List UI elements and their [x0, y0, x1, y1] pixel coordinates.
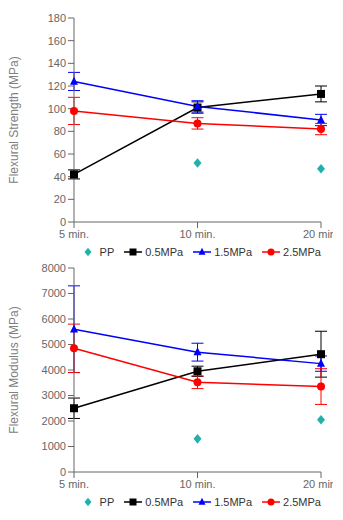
html-text:0.5MPa: 0.5MPa — [145, 496, 184, 508]
svg-text:20: 20 — [54, 193, 66, 205]
html-text:1.5MPa: 1.5MPa — [214, 496, 253, 508]
svg-text:7000: 7000 — [42, 287, 66, 299]
svg-text:100: 100 — [48, 103, 66, 115]
svg-text:4000: 4000 — [42, 364, 66, 376]
svg-text:140: 140 — [48, 57, 66, 69]
html-text:PP: PP — [99, 246, 115, 258]
svg-text:5 min.: 5 min. — [59, 478, 89, 490]
svg-text:180: 180 — [48, 12, 66, 24]
svg-text:60: 60 — [54, 148, 66, 160]
svg-text:Flexural Strength (MPa): Flexural Strength (MPa) — [8, 56, 21, 183]
svg-text:2000: 2000 — [42, 415, 66, 427]
svg-text:0: 0 — [60, 216, 66, 228]
html-text:PP: PP — [99, 496, 115, 508]
svg-text:0: 0 — [60, 466, 66, 478]
svg-text:Flexural Modulus (MPa): Flexural Modulus (MPa) — [8, 306, 21, 433]
svg-text:80: 80 — [54, 125, 66, 137]
svg-text:8000: 8000 — [42, 262, 66, 274]
svg-text:6000: 6000 — [42, 313, 66, 325]
svg-text:5 min.: 5 min. — [59, 228, 89, 240]
svg-text:160: 160 — [48, 35, 66, 47]
svg-text:10 min.: 10 min. — [179, 228, 215, 240]
svg-text:40: 40 — [54, 171, 66, 183]
html-text:2.5MPa: 2.5MPa — [283, 496, 321, 508]
html-text:0.5MPa: 0.5MPa — [145, 246, 184, 258]
svg-text:1000: 1000 — [42, 440, 66, 452]
svg-text:120: 120 — [48, 80, 66, 92]
svg-text:20 min.: 20 min. — [303, 478, 333, 490]
svg-text:10 min.: 10 min. — [179, 478, 215, 490]
html-text:1.5MPa: 1.5MPa — [214, 246, 253, 258]
svg-text:20 min.: 20 min. — [303, 228, 333, 240]
html-text:2.5MPa: 2.5MPa — [283, 246, 321, 258]
svg-text:5000: 5000 — [42, 338, 66, 350]
svg-text:3000: 3000 — [42, 389, 66, 401]
